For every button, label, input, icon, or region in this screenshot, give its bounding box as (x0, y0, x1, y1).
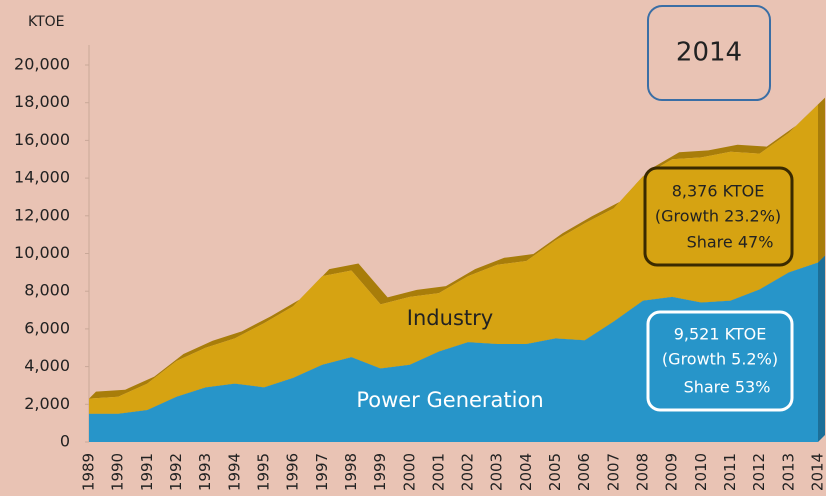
x-tick-label: 2002 (459, 453, 477, 491)
x-tick-label: 1991 (138, 453, 156, 491)
y-tick-label: 12,000 (14, 205, 70, 224)
x-tick-label: 1994 (225, 453, 243, 491)
x-tick-label: 1995 (254, 453, 272, 491)
x-tick-label: 1996 (284, 453, 302, 491)
x-tick-label: 2009 (663, 453, 681, 491)
y-tick-label: 0 (60, 432, 70, 451)
year-label: 2014 (676, 38, 742, 68)
industry-note: 8,376 KTOE (672, 182, 765, 201)
y-tick-label: 4,000 (24, 356, 70, 375)
x-tick-label: 1993 (196, 453, 214, 491)
y-tick-label: 8,000 (24, 281, 70, 300)
x-tick-label: 2011 (721, 453, 739, 491)
x-tick-label: 1989 (80, 453, 98, 491)
x-tick-label: 2012 (750, 453, 768, 491)
x-tick-label: 2006 (575, 453, 593, 491)
y-tick-label: 14,000 (14, 168, 70, 187)
area (89, 104, 818, 414)
x-tick-label: 2001 (429, 453, 447, 491)
y-axis-label: KTOE (28, 14, 65, 30)
x-tick-label: 2014 (809, 453, 826, 491)
power-note: (Growth 5.2%) (662, 350, 778, 369)
x-tick-label: 2007 (604, 453, 622, 491)
industry-note: (Growth 23.2%) (655, 207, 781, 226)
power-note: Share 53% (684, 378, 771, 397)
area-side (818, 255, 825, 442)
power-box (646, 310, 794, 412)
x-tick-label: 2005 (546, 453, 564, 491)
area-side (818, 97, 825, 263)
year-box (647, 5, 771, 101)
x-tick-label: 1990 (109, 453, 127, 491)
industry-note: Share 47% (687, 233, 774, 252)
industry-box (643, 166, 794, 267)
y-tick-label: 6,000 (24, 318, 70, 337)
x-tick-label: 2008 (634, 453, 652, 491)
x-tick-label: 2003 (488, 453, 506, 491)
y-tick-label: 2,000 (24, 394, 70, 413)
series-label: Power Generation (356, 388, 543, 412)
x-tick-label: 2000 (400, 453, 418, 491)
y-tick-label: 20,000 (14, 55, 70, 74)
x-tick-label: 1998 (342, 453, 360, 491)
y-tick-label: 16,000 (14, 130, 70, 149)
x-tick-label: 2010 (692, 453, 710, 491)
series-label: Industry (407, 306, 493, 330)
x-tick-label: 2013 (779, 453, 797, 491)
y-tick-label: 10,000 (14, 243, 70, 262)
y-tick-label: 18,000 (14, 92, 70, 111)
area (89, 262, 818, 442)
x-tick-label: 1997 (313, 453, 331, 491)
x-tick-label: 1992 (167, 453, 185, 491)
power-note: 9,521 KTOE (674, 325, 767, 344)
x-tick-label: 1999 (371, 453, 389, 491)
x-tick-label: 2004 (517, 453, 535, 491)
